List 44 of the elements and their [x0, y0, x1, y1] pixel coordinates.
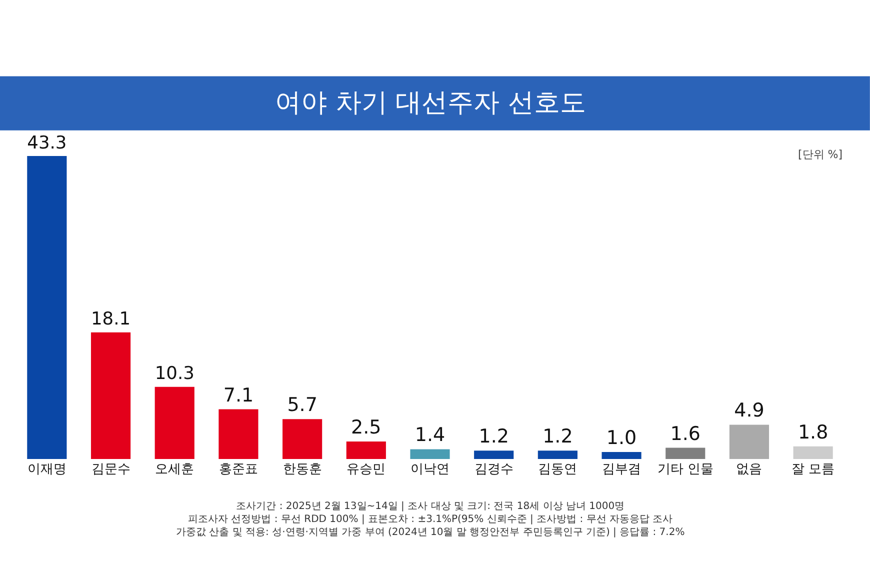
chart-title: 여야 차기 대선주자 선호도 [275, 88, 586, 118]
x-tick-label: 이낙연 [410, 462, 450, 477]
bar [346, 442, 386, 459]
text: 조사기간 : 2025년 2월 13일~14일 | 조사 대상 및 크기: 전국 18세 이상 남녀 1000명 [236, 501, 625, 512]
data-label: 2.5 [351, 416, 382, 438]
bar [793, 446, 833, 459]
chart-subtitle: [단위 %] [798, 148, 843, 161]
bar [602, 452, 642, 459]
data-label: 4.9 [734, 400, 764, 422]
bar [666, 448, 706, 459]
x-tick-label: 김경수 [474, 462, 514, 477]
bar [729, 424, 770, 459]
x-tick-label: 기타 인물 [657, 462, 714, 477]
data-label: 7.1 [223, 384, 254, 406]
bar [538, 450, 578, 459]
x-tick-label: 김부겸 [602, 462, 642, 477]
text: 피조사자 선정방법 : 무선 RDD 100% | 표본오차 : ±3.1%P(95% 신뢰수준 | 조사방법 : 무선 자동응답 조사 [188, 514, 673, 525]
data-label: 1.6 [670, 422, 700, 445]
data-label: 5.7 [287, 394, 318, 416]
text: 가중값 산출 및 적용: 성·연령·지역별 가중 부여 (2024년 10월 말 행정안전부 주민등록인구 기준) | 응답률 : 7.2% [176, 527, 685, 538]
data-label: 1.4 [414, 424, 446, 446]
data-label: 1.8 [798, 421, 828, 444]
bar [474, 450, 514, 459]
data-label: 1.2 [542, 426, 573, 448]
bar [154, 386, 194, 459]
bar [90, 332, 131, 459]
data-label: 1.2 [478, 426, 509, 448]
bar [282, 419, 322, 459]
bar [27, 156, 67, 459]
x-tick-label: 이재명 [27, 462, 66, 477]
x-tick-label: 김문수 [91, 462, 130, 477]
x-tick-label: 김동연 [538, 462, 578, 477]
x-tick-label: 홍준표 [218, 462, 258, 477]
x-tick-label: 한동훈 [282, 462, 322, 477]
x-tick-label: 잘 모름 [792, 462, 835, 477]
data-label: 10.3 [154, 364, 194, 384]
bar [410, 449, 450, 459]
x-tick-label: 없음 [736, 462, 762, 477]
data-label: 43.3 [27, 133, 67, 154]
data-label: 18.1 [90, 310, 131, 330]
data-label: 1.0 [606, 427, 637, 449]
bar [218, 409, 258, 459]
x-tick-label: 오세훈 [155, 462, 194, 477]
x-tick-label: 유승민 [346, 462, 386, 477]
